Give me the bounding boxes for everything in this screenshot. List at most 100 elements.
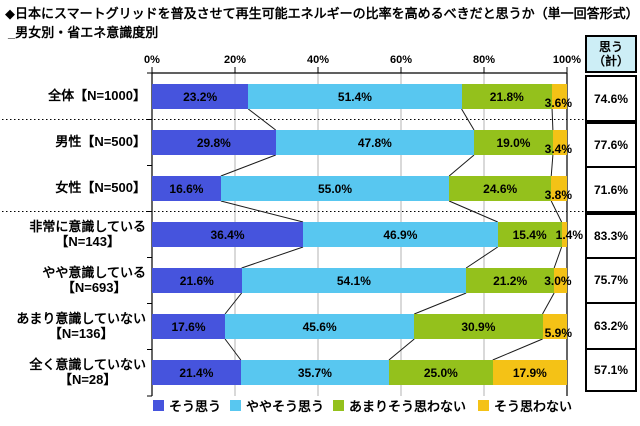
segment-value-label: 3.4% bbox=[544, 141, 572, 156]
legend-swatch-somewhat-agree-icon bbox=[230, 399, 241, 411]
segment-somewhat-disagree bbox=[449, 176, 552, 201]
segment-disagree bbox=[492, 360, 567, 385]
segment-value-label: 3.8% bbox=[544, 187, 572, 202]
segment-somewhat-disagree bbox=[388, 360, 493, 385]
legend-item-agree: そう思う bbox=[153, 396, 221, 414]
row-label-text: あまり意識していない 【N=136】 bbox=[16, 310, 146, 341]
segment-value-label: 51.4% bbox=[337, 89, 372, 104]
x-axis-tick-label: 80% bbox=[472, 54, 496, 66]
segment-somewhat-disagree bbox=[414, 314, 543, 339]
segment-value-label: 25.0% bbox=[423, 365, 458, 380]
row-label-text: やや意識している 【N=693】 bbox=[42, 264, 146, 295]
legend-item-somewhat-agree: ややそう思う bbox=[230, 396, 324, 414]
row-label: 全体【N=1000】 bbox=[0, 88, 146, 103]
legend-item-label: そう思う bbox=[169, 398, 222, 414]
segment-agree bbox=[152, 360, 241, 385]
summary-header-line2: （計） bbox=[592, 54, 629, 68]
chart-line bbox=[247, 108, 276, 131]
chart-subtitle: _男女別・省エネ意識度別 bbox=[8, 25, 159, 40]
segment-value-label: 30.9% bbox=[461, 319, 496, 334]
segment-value-label: 55.0% bbox=[317, 181, 353, 196]
segment-somewhat-agree bbox=[303, 222, 498, 247]
segment-disagree bbox=[554, 268, 567, 293]
segment-value-label: 21.2% bbox=[493, 273, 528, 288]
x-axis-tick-label: 0% bbox=[144, 54, 160, 66]
segment-value-label: 35.7% bbox=[297, 365, 332, 380]
x-axis-tick-label: 100% bbox=[552, 54, 582, 66]
segment-somewhat-agree bbox=[275, 130, 475, 155]
segment-agree bbox=[152, 222, 304, 247]
segment-value-label: 3.0% bbox=[544, 273, 572, 288]
summary-value-cell: 63.2% bbox=[587, 302, 635, 347]
summary-value-cell: 71.6% bbox=[587, 165, 635, 211]
summary-value-cell: 83.3% bbox=[587, 211, 635, 256]
row-label: 非常に意識している 【N=143】 bbox=[0, 219, 146, 249]
chart-line bbox=[388, 338, 415, 361]
segment-value-label: 5.9% bbox=[544, 325, 572, 340]
summary-value-cell: 77.6% bbox=[587, 120, 635, 165]
summary-header: 思う （計） bbox=[585, 35, 637, 73]
segment-value-label: 29.8% bbox=[196, 135, 231, 150]
segment-value-label: 54.1% bbox=[336, 273, 371, 288]
segment-value-label: 23.2% bbox=[183, 89, 218, 104]
x-axis-tick-label: 40% bbox=[306, 54, 330, 66]
chart-line bbox=[551, 108, 554, 131]
legend-item-label: ややそう思う bbox=[246, 398, 325, 414]
segment-disagree bbox=[542, 314, 567, 339]
segment-somewhat-agree bbox=[241, 268, 467, 293]
segment-somewhat-disagree bbox=[461, 84, 553, 109]
segment-agree bbox=[152, 314, 226, 339]
segment-value-label: 17.6% bbox=[171, 319, 206, 334]
legend: そう思う ややそう思う あまりそう思わない そう思わない bbox=[0, 395, 640, 415]
summary-value-cell: 74.6% bbox=[593, 91, 629, 106]
row-label: あまり意識していない 【N=136】 bbox=[0, 311, 146, 341]
segment-agree bbox=[152, 268, 242, 293]
segment-somewhat-agree bbox=[225, 314, 415, 339]
segment-value-label: 46.9% bbox=[383, 227, 418, 242]
chart-line bbox=[553, 246, 563, 269]
segment-value-label: 21.4% bbox=[179, 365, 214, 380]
chart-line bbox=[224, 338, 242, 361]
chart-line bbox=[465, 246, 498, 269]
summary-value-cell: 75.7% bbox=[587, 256, 635, 302]
segment-somewhat-agree bbox=[248, 84, 462, 109]
chart-line bbox=[220, 200, 304, 223]
chart-line bbox=[492, 338, 543, 361]
segment-value-label: 16.6% bbox=[169, 181, 204, 196]
row-label-text: 男性【N=500】 bbox=[55, 134, 146, 149]
segment-agree bbox=[152, 84, 249, 109]
chart-line bbox=[461, 108, 475, 131]
chart-line bbox=[448, 154, 475, 177]
legend-swatch-agree-icon bbox=[153, 399, 164, 411]
segment-value-label: 47.8% bbox=[357, 135, 392, 150]
legend-item-label: あまりそう思わない bbox=[349, 398, 467, 414]
segment-disagree bbox=[561, 222, 567, 247]
row-label-text: 非常に意識している 【N=143】 bbox=[29, 218, 146, 249]
segment-value-label: 1.4% bbox=[555, 227, 583, 242]
row-label: 男性【N=500】 bbox=[0, 134, 146, 149]
segment-value-label: 21.6% bbox=[179, 273, 214, 288]
segment-value-label: 15.4% bbox=[512, 227, 547, 242]
legend-swatch-somewhat-disagree-icon bbox=[333, 399, 344, 411]
legend-item-somewhat-disagree: あまりそう思わない bbox=[333, 396, 466, 414]
legend-swatch-disagree-icon bbox=[478, 399, 489, 411]
chart-line bbox=[448, 200, 498, 223]
chart-line bbox=[550, 154, 554, 177]
segment-agree bbox=[152, 130, 276, 155]
row-label-text: 女性【N=500】 bbox=[55, 180, 146, 195]
segment-value-label: 19.0% bbox=[496, 135, 531, 150]
row-label: 全く意識していない 【N=28】 bbox=[0, 357, 146, 387]
segment-value-label: 17.9% bbox=[512, 365, 547, 380]
summary-header-line1: 思う bbox=[598, 40, 623, 54]
chart-line bbox=[414, 292, 467, 315]
segment-somewhat-agree bbox=[240, 360, 389, 385]
segment-value-label: 45.6% bbox=[302, 319, 337, 334]
segment-somewhat-agree bbox=[220, 176, 450, 201]
chart-line bbox=[241, 246, 304, 269]
row-label-text: 全く意識していない 【N=28】 bbox=[29, 356, 146, 387]
chart-title: ◆日本にスマートグリッドを普及させて再生可能エネルギーの比率を高めるべきだと思う… bbox=[5, 6, 639, 21]
chart-line bbox=[224, 292, 243, 315]
segment-disagree bbox=[552, 130, 567, 155]
